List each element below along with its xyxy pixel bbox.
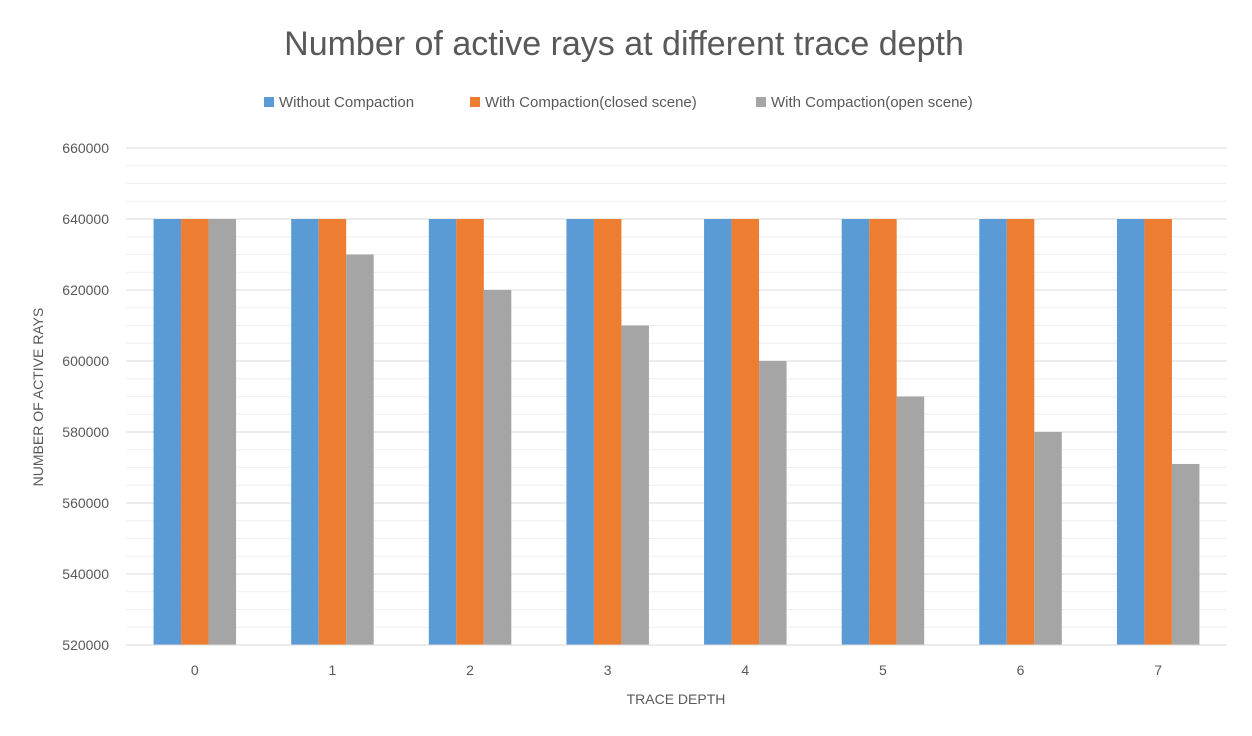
bar [153, 219, 182, 645]
bar [208, 219, 237, 645]
legend-swatch [264, 97, 274, 107]
bar [346, 254, 374, 645]
bar [456, 219, 484, 645]
legend: Without Compaction With Compaction(closed… [264, 94, 973, 111]
x-tick-label: 7 [1154, 662, 1162, 678]
x-tick-label: 1 [329, 662, 337, 678]
x-axis-label: TRACE DEPTH [627, 691, 726, 707]
y-tick-label: 640000 [62, 211, 109, 227]
bar [759, 361, 787, 645]
bar [1116, 219, 1145, 645]
bar [318, 219, 347, 645]
y-tick-label: 540000 [62, 566, 109, 582]
y-axis-label: NUMBER OF ACTIVE RAYS [30, 308, 46, 487]
x-tick-label: 4 [741, 662, 749, 678]
x-tick-label: 5 [879, 662, 887, 678]
y-tick-label: 520000 [62, 637, 109, 653]
bar [593, 219, 622, 645]
bar [704, 219, 732, 645]
legend-swatch [756, 97, 766, 107]
bar [1171, 463, 1200, 645]
bar [731, 219, 760, 645]
x-tick-label: 2 [466, 662, 474, 678]
bar [181, 219, 209, 645]
bar [1006, 219, 1035, 645]
gridlines [126, 147, 1227, 628]
bar [291, 219, 319, 645]
bar [979, 219, 1007, 645]
bars [153, 219, 1200, 645]
bar [566, 219, 594, 645]
bar [483, 290, 512, 645]
chart-title: Number of active rays at different trace… [284, 25, 964, 63]
y-tick-label: 560000 [62, 495, 109, 511]
bar [1034, 432, 1062, 645]
y-tick-label: 620000 [62, 282, 109, 298]
x-tick-label: 3 [604, 662, 612, 678]
x-tick-label: 6 [1017, 662, 1025, 678]
legend-swatch [470, 97, 480, 107]
y-tick-label: 660000 [62, 140, 109, 156]
bar [621, 325, 649, 645]
legend-label: With Compaction(open scene) [771, 94, 973, 111]
bar [896, 396, 925, 645]
legend-label: Without Compaction [279, 94, 414, 111]
x-axis-ticks: 0 1 2 3 4 5 6 7 [191, 662, 1162, 678]
bar [841, 219, 870, 645]
y-tick-label: 600000 [62, 353, 109, 369]
legend-label: With Compaction(closed scene) [485, 94, 697, 111]
x-tick-label: 0 [191, 662, 199, 678]
bar [1144, 219, 1172, 645]
y-tick-label: 580000 [62, 424, 109, 440]
bar [869, 219, 897, 645]
bar [428, 219, 457, 645]
y-axis-ticks: 520000 540000 560000 580000 600000 620000 6400… [62, 140, 109, 653]
